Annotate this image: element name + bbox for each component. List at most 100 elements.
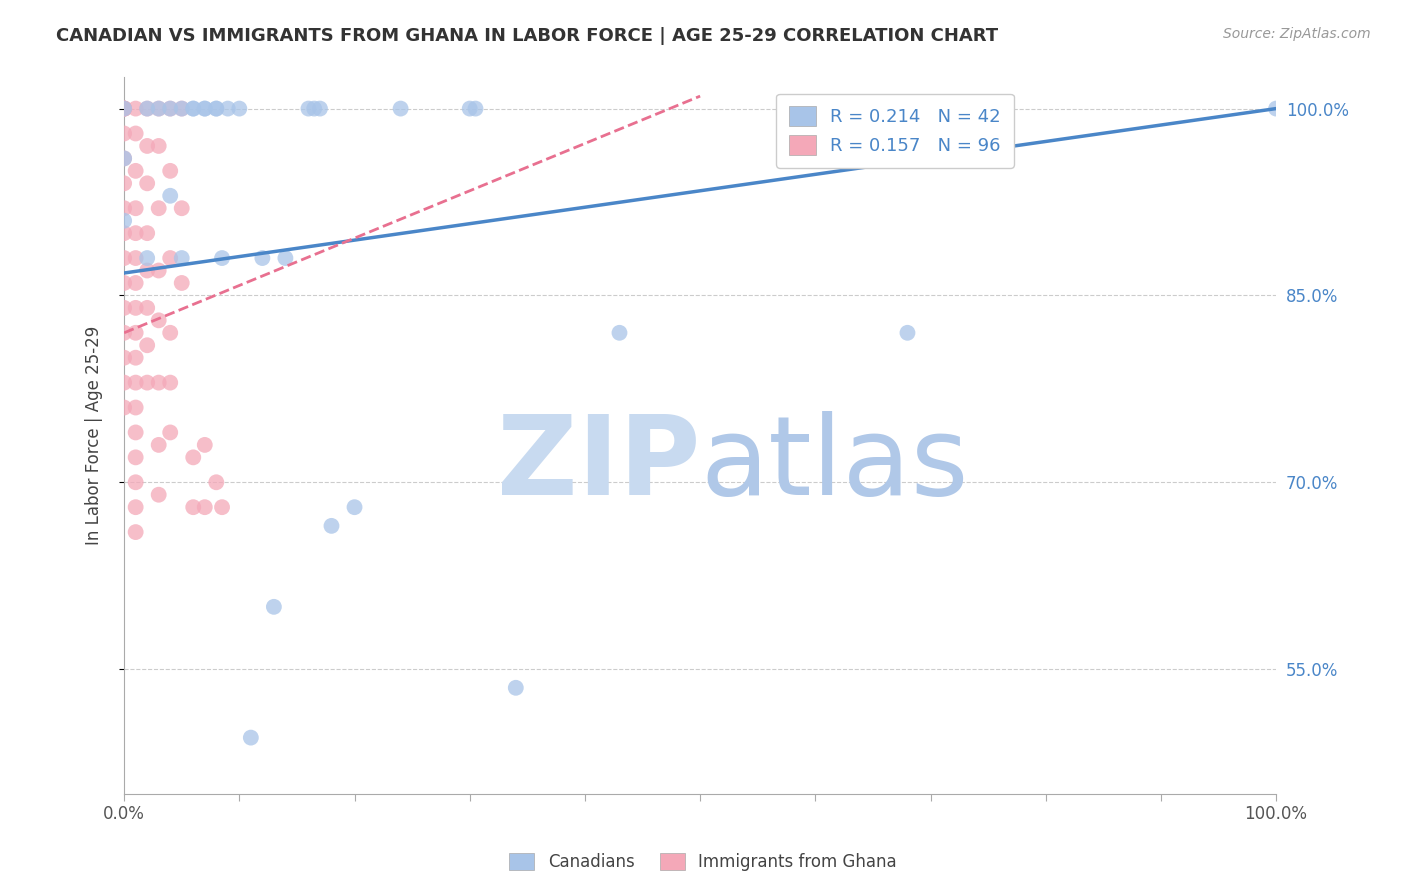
Point	[112, 276, 135, 290]
Point	[159, 326, 181, 340]
Point	[112, 201, 135, 215]
Point	[159, 251, 181, 265]
Point	[124, 201, 146, 215]
Point	[136, 226, 159, 240]
Point	[112, 326, 135, 340]
Point	[170, 276, 193, 290]
Point	[252, 251, 274, 265]
Point	[112, 376, 135, 390]
Point	[159, 164, 181, 178]
Point	[124, 301, 146, 315]
Point	[112, 401, 135, 415]
Point	[148, 488, 170, 502]
Point	[309, 102, 332, 116]
Point	[228, 102, 250, 116]
Point	[124, 401, 146, 415]
Point	[136, 251, 159, 265]
Point	[148, 313, 170, 327]
Point	[170, 102, 193, 116]
Point	[112, 301, 135, 315]
Point	[112, 213, 135, 227]
Point	[321, 519, 343, 533]
Point	[112, 351, 135, 365]
Point	[159, 425, 181, 440]
Point	[124, 525, 146, 540]
Point	[170, 201, 193, 215]
Point	[124, 251, 146, 265]
Point	[505, 681, 527, 695]
Point	[159, 188, 181, 202]
Point	[343, 500, 366, 515]
Point	[124, 450, 146, 465]
Point	[112, 102, 135, 116]
Point	[302, 102, 325, 116]
Point	[205, 475, 228, 490]
Point	[194, 102, 217, 116]
Point	[297, 102, 319, 116]
Point	[136, 376, 159, 390]
Point	[464, 102, 486, 116]
Point	[1265, 102, 1288, 116]
Point	[181, 102, 204, 116]
Point	[211, 251, 233, 265]
Point	[205, 102, 228, 116]
Point	[389, 102, 412, 116]
Text: atlas: atlas	[700, 410, 969, 517]
Point	[458, 102, 481, 116]
Point	[136, 102, 159, 116]
Point	[124, 164, 146, 178]
Point	[263, 599, 285, 614]
Point	[148, 102, 170, 116]
Point	[181, 500, 204, 515]
Point	[274, 251, 297, 265]
Point	[194, 438, 217, 452]
Point	[148, 376, 170, 390]
Point	[159, 102, 181, 116]
Point	[112, 127, 135, 141]
Point	[609, 326, 631, 340]
Point	[136, 301, 159, 315]
Point	[194, 102, 217, 116]
Text: CANADIAN VS IMMIGRANTS FROM GHANA IN LABOR FORCE | AGE 25-29 CORRELATION CHART: CANADIAN VS IMMIGRANTS FROM GHANA IN LAB…	[56, 27, 998, 45]
Point	[112, 102, 135, 116]
Point	[148, 139, 170, 153]
Point	[112, 102, 135, 116]
Point	[159, 376, 181, 390]
Point	[170, 251, 193, 265]
Point	[124, 425, 146, 440]
Point	[112, 251, 135, 265]
Point	[112, 102, 135, 116]
Point	[124, 351, 146, 365]
Point	[124, 276, 146, 290]
Point	[112, 102, 135, 116]
Point	[112, 177, 135, 191]
Point	[124, 475, 146, 490]
Legend: Canadians, Immigrants from Ghana: Canadians, Immigrants from Ghana	[501, 845, 905, 880]
Point	[112, 152, 135, 166]
Point	[239, 731, 262, 745]
Point	[136, 338, 159, 352]
Point	[148, 263, 170, 277]
Point	[112, 226, 135, 240]
Point	[896, 326, 918, 340]
Point	[205, 102, 228, 116]
Legend: R = 0.214   N = 42, R = 0.157   N = 96: R = 0.214 N = 42, R = 0.157 N = 96	[776, 94, 1014, 168]
Point	[112, 102, 135, 116]
Text: ZIP: ZIP	[496, 410, 700, 517]
Point	[194, 500, 217, 515]
Point	[159, 102, 181, 116]
Point	[170, 102, 193, 116]
Point	[124, 127, 146, 141]
Point	[148, 102, 170, 116]
Point	[124, 326, 146, 340]
Point	[217, 102, 239, 116]
Point	[136, 263, 159, 277]
Point	[112, 152, 135, 166]
Point	[136, 177, 159, 191]
Point	[136, 139, 159, 153]
Text: Source: ZipAtlas.com: Source: ZipAtlas.com	[1223, 27, 1371, 41]
Point	[148, 201, 170, 215]
Point	[124, 226, 146, 240]
Y-axis label: In Labor Force | Age 25-29: In Labor Force | Age 25-29	[86, 326, 103, 545]
Point	[124, 500, 146, 515]
